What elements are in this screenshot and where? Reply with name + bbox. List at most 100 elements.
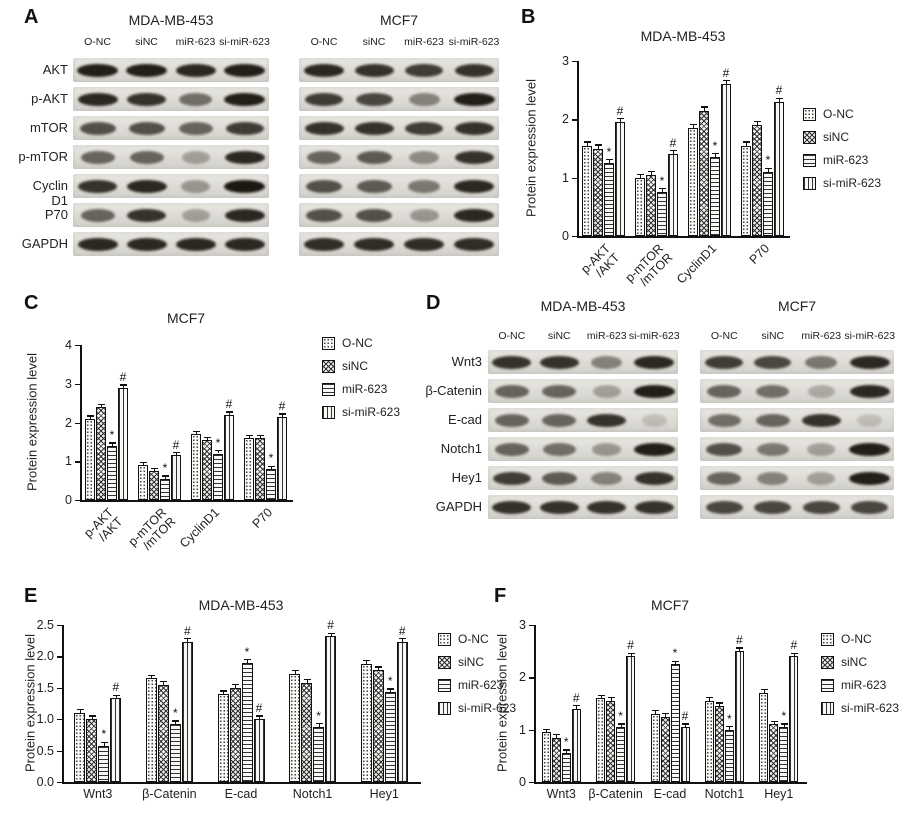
error-bar [637, 173, 644, 178]
error-bar [672, 660, 679, 665]
y-tick-label: 4 [65, 338, 72, 352]
lane-label: si-miR-623 [448, 36, 500, 48]
bar-miR-623 [604, 163, 614, 236]
blot-row-label: p-mTOR [18, 149, 68, 164]
blot-band [126, 63, 167, 77]
bar-O-NC [217, 694, 229, 782]
blot-strip [73, 145, 269, 169]
blot-band [181, 179, 210, 193]
blot-band [175, 237, 216, 251]
legend-swatch-miR-623 [322, 383, 335, 396]
chart-f-title: MCF7 [650, 597, 690, 613]
bar-miR-623 [670, 664, 680, 782]
significance-marker: # [112, 680, 120, 695]
lane-label: O-NC [310, 36, 338, 48]
bar-si-miR-623 [325, 636, 337, 782]
blot-band [802, 500, 840, 514]
x-category-label: E-cad [224, 787, 258, 801]
blot-strip [488, 495, 678, 519]
chart-e-title: MDA-MB-453 [198, 597, 284, 613]
x-category-label: Notch1 [292, 787, 333, 801]
y-axis-tick [529, 625, 534, 627]
error-bar [172, 720, 180, 725]
bar-O-NC [582, 145, 592, 236]
legend-swatch-si-miR-623 [821, 702, 834, 715]
y-tick-label: 2.0 [36, 649, 54, 664]
y-tick-label: 1.5 [36, 680, 54, 695]
blot-band [494, 442, 529, 456]
blot-band [224, 63, 265, 77]
bar-siNC [752, 125, 762, 236]
blot-band [181, 150, 210, 164]
legend-label-O-NC: O-NC [458, 632, 489, 646]
blot-row-label: P70 [44, 207, 68, 222]
significance-marker: # [669, 135, 677, 150]
bar-siNC [96, 407, 106, 500]
blot-band [634, 355, 675, 369]
blot-strip [488, 350, 678, 374]
blot-band [634, 500, 674, 514]
bar-miR-623 [616, 727, 626, 782]
bar-si-miR-623 [224, 414, 234, 500]
bar-O-NC [741, 145, 751, 236]
legend-label-O-NC: O-NC [342, 336, 373, 350]
significance-marker: * [101, 727, 107, 742]
blot-band [807, 384, 835, 398]
blot-band [356, 208, 392, 222]
blot-strip [488, 437, 678, 461]
blot-band [801, 413, 841, 427]
error-bar [162, 475, 169, 479]
significance-marker: * [659, 173, 665, 188]
x-category-label: Wnt3 [546, 787, 576, 801]
bar-siNC [660, 716, 670, 782]
blot-band [305, 92, 343, 106]
y-tick-label: 3 [65, 376, 72, 391]
x-category-label: E-cad [653, 787, 687, 801]
blot-a-title-mda-mb-453: MDA-MB-453 [128, 12, 214, 28]
blot-d-title-mda-mb-453: MDA-MB-453 [540, 298, 626, 314]
blot-band [354, 237, 394, 251]
blot-band [129, 150, 164, 164]
blot-band [492, 500, 532, 514]
significance-marker: # [172, 437, 180, 452]
bar-O-NC [688, 128, 698, 236]
blot-row-label: Notch1 [440, 441, 482, 456]
legend-label-O-NC: O-NC [841, 632, 872, 646]
error-bar [780, 723, 788, 728]
bar-siNC [255, 438, 265, 500]
error-bar [716, 702, 724, 707]
bar-miR-623 [724, 729, 734, 782]
panel-a-label: A [24, 6, 39, 28]
significance-marker: # [398, 623, 406, 638]
lane-label: si-miR-623 [628, 330, 680, 342]
error-bar [140, 461, 147, 466]
lane-label: si-miR-623 [219, 36, 270, 48]
blot-band [306, 179, 342, 193]
significance-marker: * [765, 153, 771, 168]
error-bar [151, 467, 158, 471]
y-axis-tick [75, 461, 80, 463]
blot-band [634, 471, 674, 485]
significance-marker: * [672, 646, 678, 661]
blot-band [755, 413, 790, 427]
error-bar [648, 170, 655, 175]
x-category-label: β-Catenin [142, 787, 197, 801]
blot-band [542, 384, 577, 398]
lane-label: miR-623 [404, 36, 444, 48]
y-tick-label: 0 [65, 493, 72, 507]
error-bar [148, 674, 156, 679]
blot-band [756, 384, 790, 398]
bar-siNC [714, 706, 724, 782]
x-category-label: Wnt3 [83, 787, 113, 801]
blot-band [542, 413, 577, 427]
legend-swatch-si-miR-623 [438, 702, 451, 715]
blot-band [494, 413, 529, 427]
bar-siNC [769, 724, 779, 782]
y-axis-tick [529, 677, 534, 679]
x-axis [534, 782, 807, 784]
y-axis-tick [57, 687, 62, 690]
blot-band [492, 471, 531, 485]
legend-label-siNC: siNC [823, 130, 849, 144]
blot-band [224, 92, 265, 106]
blot-band [181, 208, 210, 222]
